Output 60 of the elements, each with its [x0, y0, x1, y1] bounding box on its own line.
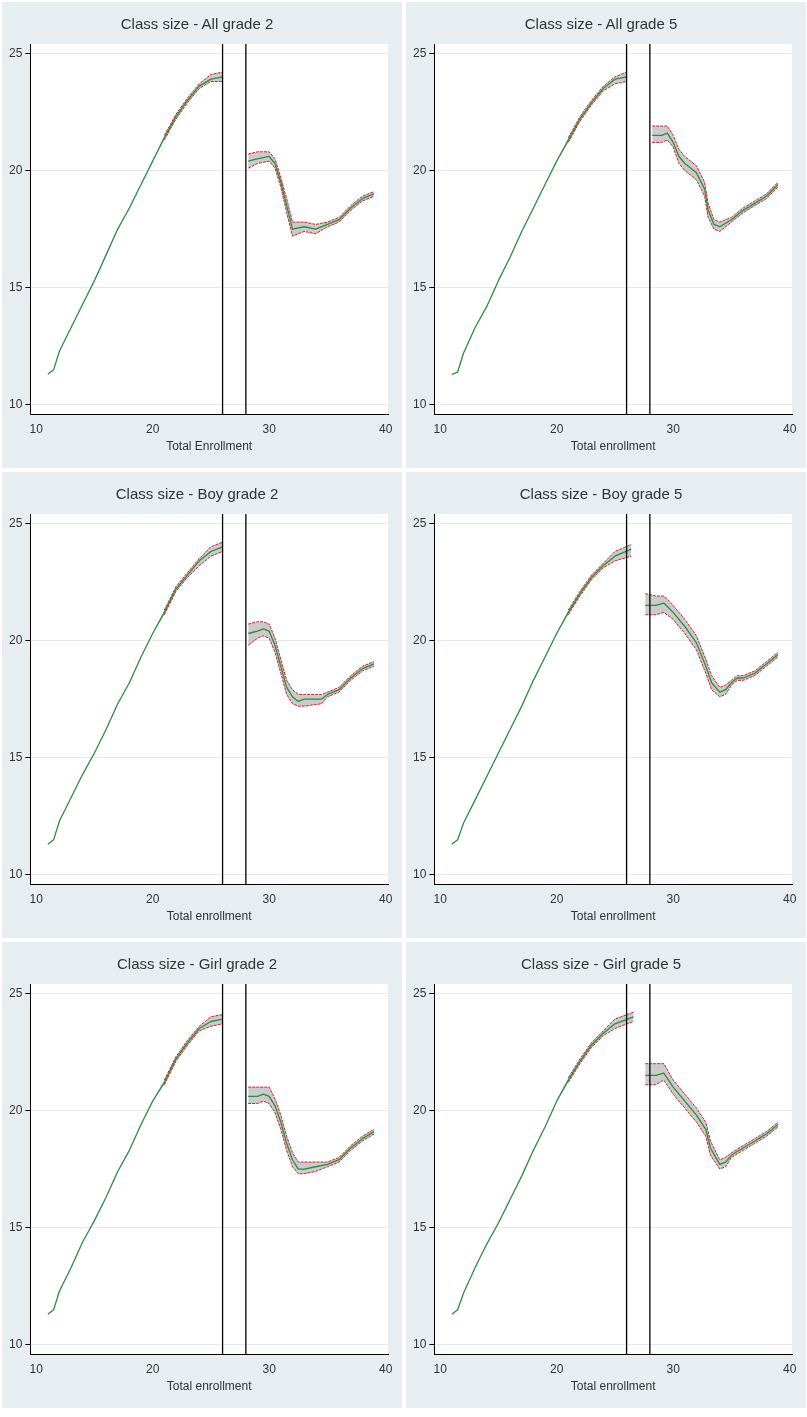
x-axis-title: Total enrollment: [570, 1379, 657, 1394]
y-tick-label: 25: [8, 515, 23, 530]
x-tick-label: 40: [378, 421, 393, 436]
y-tick-label: 10: [8, 867, 23, 882]
y-tick-label: 20: [412, 1102, 427, 1117]
y-tick-label: 20: [412, 162, 427, 177]
chart-title: Class size - All grade 2: [120, 15, 274, 33]
y-tick-label: 20: [412, 632, 427, 647]
y-tick-label: 25: [8, 985, 23, 1000]
x-tick-label: 40: [782, 891, 797, 906]
x-tick-label: 30: [262, 1361, 277, 1376]
x-tick-label: 20: [549, 1361, 564, 1376]
x-tick-label: 30: [262, 421, 277, 436]
x-tick-label: 40: [378, 891, 393, 906]
y-tick-label: 15: [412, 749, 427, 764]
y-tick-label: 15: [412, 1219, 427, 1234]
x-tick-label: 20: [145, 1361, 160, 1376]
x-tick-label: 30: [666, 891, 681, 906]
x-axis-title: Total enrollment: [570, 439, 657, 454]
y-tick-label: 25: [412, 515, 427, 530]
y-tick-label: 20: [8, 1102, 23, 1117]
x-tick-label: 10: [29, 1361, 44, 1376]
y-tick-label: 25: [8, 45, 23, 60]
x-tick-label: 10: [29, 891, 44, 906]
x-tick-label: 10: [433, 891, 448, 906]
y-tick-label: 10: [412, 397, 427, 412]
chart-title: Class size - Girl grade 5: [520, 955, 682, 973]
y-tick-label: 20: [8, 162, 23, 177]
x-axis-title: Total enrollment: [166, 1379, 253, 1394]
x-tick-label: 40: [782, 421, 797, 436]
x-tick-label: 30: [262, 891, 277, 906]
chart-title: Class size - Girl grade 2: [116, 955, 278, 973]
x-tick-label: 20: [549, 421, 564, 436]
x-axis-title: Total Enrollment: [166, 439, 253, 454]
chart-title: Class size - All grade 5: [524, 15, 678, 33]
x-tick-label: 30: [666, 1361, 681, 1376]
y-tick-label: 15: [8, 749, 23, 764]
x-tick-label: 10: [433, 421, 448, 436]
y-tick-label: 15: [412, 279, 427, 294]
x-axis-title: Total enrollment: [166, 909, 253, 924]
y-tick-label: 10: [412, 1337, 427, 1352]
y-tick-label: 25: [412, 45, 427, 60]
y-tick-label: 20: [8, 632, 23, 647]
chart-title: Class size - Boy grade 5: [519, 485, 683, 503]
y-tick-label: 10: [8, 397, 23, 412]
x-tick-label: 30: [666, 421, 681, 436]
x-tick-label: 10: [433, 1361, 448, 1376]
chart-title: Class size - Boy grade 2: [115, 485, 279, 503]
x-tick-label: 40: [378, 1361, 393, 1376]
x-tick-label: 20: [145, 421, 160, 436]
x-axis-title: Total enrollment: [570, 909, 657, 924]
x-tick-label: 40: [782, 1361, 797, 1376]
y-tick-label: 10: [412, 867, 427, 882]
y-tick-label: 15: [8, 1219, 23, 1234]
x-tick-label: 10: [29, 421, 44, 436]
y-tick-label: 25: [412, 985, 427, 1000]
y-tick-label: 15: [8, 279, 23, 294]
x-tick-label: 20: [145, 891, 160, 906]
x-tick-label: 20: [549, 891, 564, 906]
y-tick-label: 10: [8, 1337, 23, 1352]
